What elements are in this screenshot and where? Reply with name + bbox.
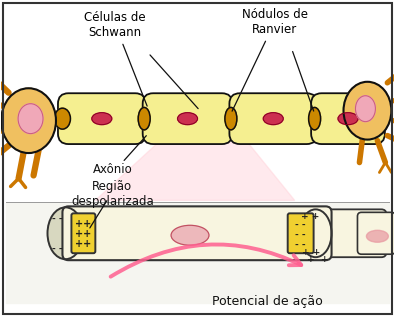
Ellipse shape: [344, 82, 391, 140]
FancyBboxPatch shape: [71, 213, 95, 253]
FancyBboxPatch shape: [62, 206, 331, 260]
Ellipse shape: [367, 230, 388, 242]
Text: Nódulos de
Ranvier: Nódulos de Ranvier: [232, 8, 308, 111]
Bar: [6, 204, 389, 303]
Ellipse shape: [263, 113, 283, 125]
Ellipse shape: [356, 96, 375, 122]
Text: Região
despolarizada: Região despolarizada: [71, 180, 154, 209]
FancyBboxPatch shape: [307, 210, 386, 257]
FancyBboxPatch shape: [311, 93, 385, 144]
Text: - -: - -: [52, 244, 63, 253]
Text: - -: - -: [295, 230, 306, 239]
Text: ++: ++: [75, 239, 92, 249]
Text: - -: - -: [295, 220, 306, 229]
Ellipse shape: [55, 108, 70, 129]
FancyBboxPatch shape: [357, 212, 395, 254]
FancyArrowPatch shape: [111, 245, 301, 277]
Ellipse shape: [18, 104, 43, 134]
Text: Potencial de ação: Potencial de ação: [213, 295, 323, 308]
Text: Axônio: Axônio: [92, 162, 132, 175]
Text: Células de
Schwann: Células de Schwann: [85, 11, 147, 106]
Text: + +: + +: [301, 212, 320, 221]
Ellipse shape: [338, 113, 358, 125]
Text: - -: - -: [52, 214, 63, 223]
Polygon shape: [95, 143, 295, 200]
Ellipse shape: [47, 207, 83, 259]
Ellipse shape: [171, 225, 209, 245]
Ellipse shape: [300, 210, 331, 257]
FancyBboxPatch shape: [58, 93, 146, 144]
Text: + +: + +: [303, 248, 321, 257]
Ellipse shape: [308, 107, 321, 130]
FancyBboxPatch shape: [143, 93, 232, 144]
Ellipse shape: [225, 107, 237, 130]
Text: ++: ++: [75, 219, 92, 229]
Text: - -: - -: [295, 240, 306, 249]
FancyBboxPatch shape: [229, 93, 317, 144]
Text: +  +: + +: [307, 255, 328, 264]
Ellipse shape: [92, 113, 112, 125]
FancyBboxPatch shape: [288, 213, 314, 253]
Ellipse shape: [1, 88, 56, 153]
Ellipse shape: [138, 107, 150, 130]
Ellipse shape: [178, 113, 198, 125]
Ellipse shape: [371, 109, 384, 128]
Text: ++: ++: [75, 229, 92, 239]
